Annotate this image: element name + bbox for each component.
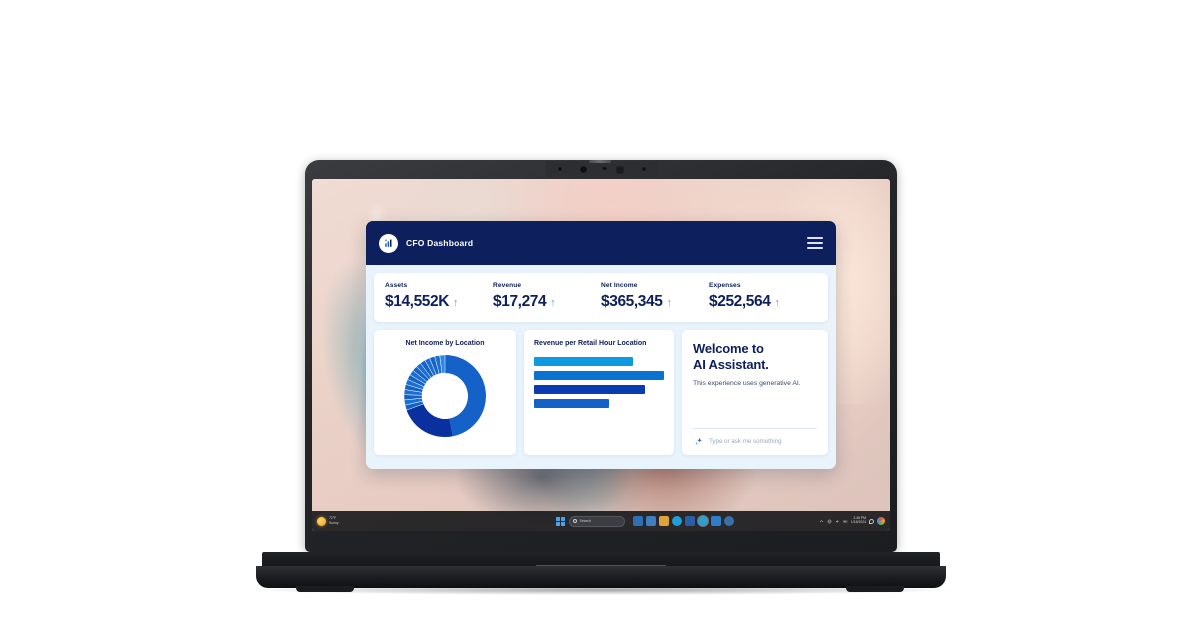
settings-icon[interactable]	[724, 516, 735, 526]
battery-icon[interactable]	[843, 519, 848, 524]
trend-up-icon: ↑	[453, 297, 459, 309]
windows-taskbar: 72°F Sunny Search	[312, 511, 890, 531]
card-title: Net Income by Location	[405, 340, 485, 347]
bar-1[interactable]	[534, 357, 633, 367]
sun-icon	[317, 516, 326, 526]
webcam-housing	[546, 161, 658, 178]
kpi-net-income[interactable]: Net Income $365,345 ↑	[601, 282, 709, 311]
kpi-label: Assets	[385, 282, 408, 289]
edge-browser-icon[interactable]	[672, 516, 683, 526]
privacy-shutter	[589, 160, 611, 163]
trend-up-icon: ↑	[774, 297, 780, 309]
clock-time: 2:46 PM	[853, 516, 866, 521]
donut-slice[interactable]	[406, 404, 453, 438]
status-led-icon	[642, 167, 646, 171]
app-body: Assets $14,552K ↑ Revenue $17,274 ↑	[366, 265, 836, 469]
net-income-by-location-card: Net Income by Location	[374, 330, 516, 455]
trend-up-icon: ↑	[666, 297, 672, 309]
card-title: Revenue per Retail Hour Location	[534, 340, 647, 347]
windows-start-icon[interactable]	[556, 516, 566, 526]
revenue-per-retail-hour-card: Revenue per Retail Hour Location	[524, 330, 674, 455]
kpi-label: Expenses	[709, 282, 741, 289]
donut-slice[interactable]	[445, 355, 487, 437]
network-icon[interactable]	[827, 519, 832, 524]
laptop-hinge	[262, 552, 940, 568]
volume-icon[interactable]	[835, 519, 840, 524]
kpi-expenses[interactable]: Expenses $252,564 ↑	[709, 282, 817, 311]
weather-temperature: 72°F	[329, 516, 337, 521]
kpi-value: $252,564	[709, 293, 771, 310]
ai-heading-line2: AI Assistant.	[693, 357, 769, 373]
outlook-icon[interactable]	[685, 516, 696, 526]
kpi-label: Net Income	[601, 282, 638, 289]
webcam-lens-icon	[558, 167, 562, 171]
bar-chart[interactable]	[524, 348, 674, 409]
ai-prompt-input[interactable]: Type or ask me something	[693, 428, 817, 455]
ir-sensor-icon	[602, 167, 607, 170]
app-title: CFO Dashboard	[406, 238, 474, 248]
ai-heading-line1: Welcome to	[693, 341, 764, 356]
hidden-icons-chevron[interactable]	[819, 519, 824, 524]
bar-chart-logo-icon	[379, 233, 398, 253]
copilot-icon[interactable]	[877, 517, 885, 525]
search-icon	[573, 519, 578, 523]
store-icon[interactable]	[711, 516, 722, 526]
kpi-label: Revenue	[493, 282, 522, 289]
weather-condition: Sunny	[329, 520, 339, 525]
bar-2[interactable]	[534, 371, 664, 381]
laptop-screen: CFO Dashboard Assets $14,552K ↑	[312, 179, 890, 531]
bar-4[interactable]	[534, 399, 610, 409]
bar-3[interactable]	[534, 385, 645, 395]
device-shadow	[250, 585, 952, 595]
sparkle-icon	[695, 437, 702, 446]
kpi-assets[interactable]: Assets $14,552K ↑	[385, 282, 493, 311]
app-header: CFO Dashboard	[366, 221, 836, 265]
kpi-revenue[interactable]: Revenue $17,274 ↑	[493, 282, 601, 311]
teams-icon[interactable]	[698, 516, 709, 526]
taskbar-clock[interactable]: 2:46 PM 1/15/2024	[850, 516, 866, 525]
ai-input-placeholder: Type or ask me something	[709, 438, 782, 445]
folder-icon[interactable]	[659, 516, 670, 526]
donut-slice[interactable]	[439, 355, 446, 374]
file-explorer-icon[interactable]	[646, 516, 657, 526]
laptop-base	[256, 566, 946, 588]
ai-assistant-card: Welcome to AI Assistant. This experience…	[682, 330, 828, 455]
laptop-foot	[296, 586, 354, 592]
ai-subtext: This experience uses generative AI.	[693, 379, 801, 387]
taskview-icon[interactable]	[633, 516, 644, 526]
kpi-value: $14,552K	[385, 293, 450, 310]
trend-up-icon: ↑	[550, 297, 556, 309]
cfo-dashboard-window: CFO Dashboard Assets $14,552K ↑	[366, 221, 836, 469]
kpi-value: $365,345	[601, 293, 663, 310]
weather-widget[interactable]: 72°F Sunny	[312, 516, 472, 526]
kpi-value: $17,274	[493, 293, 547, 310]
ir-emitter-icon	[616, 166, 624, 174]
donut-chart[interactable]	[402, 353, 488, 444]
hamburger-menu-icon[interactable]	[807, 237, 823, 249]
search-input[interactable]: Search	[569, 515, 626, 527]
clock-date: 1/15/2024	[850, 520, 866, 525]
notification-bell-icon[interactable]	[869, 518, 874, 524]
search-placeholder: Search	[579, 519, 591, 523]
kpi-summary-card: Assets $14,552K ↑ Revenue $17,274 ↑	[374, 273, 828, 322]
laptop-foot	[846, 586, 904, 592]
webcam-camera-icon	[580, 166, 587, 173]
